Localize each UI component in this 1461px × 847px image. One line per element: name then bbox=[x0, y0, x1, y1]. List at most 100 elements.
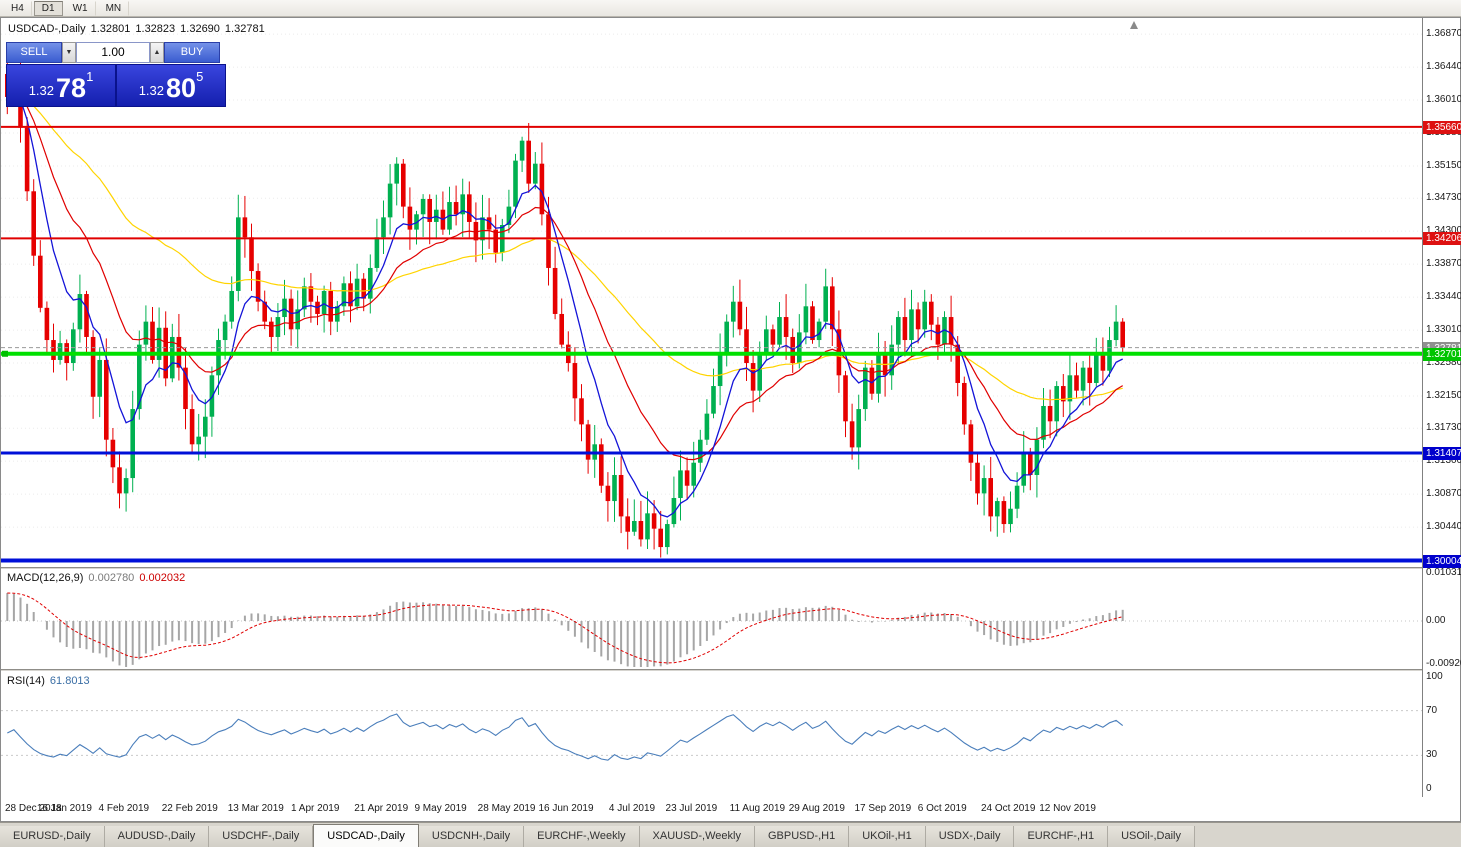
price-chart-svg bbox=[1, 21, 1422, 563]
buy-price-small: 1.32 bbox=[138, 83, 165, 98]
rsi-axis-tick: 70 bbox=[1426, 704, 1438, 716]
date-label: 9 May 2019 bbox=[414, 803, 467, 814]
timeframe-button-w1[interactable]: W1 bbox=[65, 0, 96, 16]
chart-tab-usdcad[interactable]: USDCAD-,Daily bbox=[313, 824, 419, 847]
one-click-trading-panel: SELL ▼ 1.00 ▲ BUY 1.32 78 1 1.32 80 5 bbox=[6, 42, 226, 107]
chart-tab-xauusd[interactable]: XAUUSD-,Weekly bbox=[639, 826, 755, 847]
chart-tab-usdx[interactable]: USDX-,Daily bbox=[925, 826, 1015, 847]
volume-input[interactable]: 1.00 bbox=[76, 42, 150, 63]
ohlc-close: 1.32781 bbox=[224, 23, 265, 35]
date-label: 23 Jul 2019 bbox=[665, 803, 718, 814]
price-line-label: 1.30004 bbox=[1423, 554, 1461, 568]
price-tick: 1.30870 bbox=[1426, 488, 1461, 500]
sell-price-big: 78 bbox=[56, 73, 87, 103]
date-label: 17 Sep 2019 bbox=[854, 803, 912, 814]
price-pane[interactable] bbox=[1, 18, 1422, 567]
price-tick: 1.30440 bbox=[1426, 521, 1461, 533]
timeframe-button-mn[interactable]: MN bbox=[98, 0, 130, 16]
price-tick: 1.31730 bbox=[1426, 422, 1461, 434]
sell-price-sup: 1 bbox=[86, 69, 94, 84]
price-tick: 1.36010 bbox=[1426, 94, 1461, 106]
chart-tab-eurchf[interactable]: EURCHF-,H1 bbox=[1014, 826, 1109, 847]
chart-tab-usdcnh[interactable]: USDCNH-,Daily bbox=[418, 826, 525, 847]
price-tick: 1.34730 bbox=[1426, 192, 1461, 204]
date-label: 24 Oct 2019 bbox=[980, 803, 1036, 814]
ohlc-high: 1.32823 bbox=[135, 23, 176, 35]
chart-tab-usoil[interactable]: USOil-,Daily bbox=[1108, 826, 1195, 847]
date-label: 12 Nov 2019 bbox=[1039, 803, 1096, 814]
volume-up-icon[interactable]: ▲ bbox=[150, 42, 164, 63]
date-axis: 28 Dec 2018 16 Jan 2019 4 Feb 2019 22 Feb 2… bbox=[1, 799, 1422, 821]
buy-price-big: 80 bbox=[166, 73, 197, 103]
price-tick: 1.32580 bbox=[1426, 357, 1461, 369]
date-label: 16 Jun 2019 bbox=[538, 803, 594, 814]
chart-window: 1.368701.364401.360101.355801.351501.347… bbox=[0, 17, 1461, 822]
price-line-label: 1.34206 bbox=[1423, 232, 1461, 246]
sell-button[interactable]: SELL bbox=[6, 42, 62, 63]
pane-splitter[interactable] bbox=[1, 669, 1460, 671]
ohlc-open: 1.32801 bbox=[90, 23, 131, 35]
sell-price-small: 1.32 bbox=[28, 83, 55, 98]
chart-tab-bar: EURUSD-,Daily AUDUSD-,Daily USDCHF-,Daily U… bbox=[0, 822, 1461, 847]
price-tick: 1.34300 bbox=[1426, 225, 1461, 237]
date-label: 22 Feb 2019 bbox=[161, 803, 218, 814]
price-line-label: 1.31407 bbox=[1423, 446, 1461, 460]
chart-tab-audusd[interactable]: AUDUSD-,Daily bbox=[104, 826, 210, 847]
pane-splitter[interactable] bbox=[1, 567, 1460, 569]
chart-tab-ukoil[interactable]: UKOil-,H1 bbox=[849, 826, 926, 847]
price-line-label: 1.35660 bbox=[1423, 120, 1461, 134]
date-label: 28 May 2019 bbox=[477, 803, 536, 814]
rsi-axis-tick: 100 bbox=[1426, 671, 1443, 682]
timeframe-toolbar: H4 D1 W1 MN bbox=[0, 0, 1461, 17]
timeframe-button-h4[interactable]: H4 bbox=[3, 0, 32, 16]
date-label: 13 Mar 2019 bbox=[227, 803, 284, 814]
macd-value: 0.002780 bbox=[88, 572, 135, 584]
date-label: 4 Jul 2019 bbox=[608, 803, 656, 814]
date-label: 1 Apr 2019 bbox=[291, 803, 340, 814]
date-label: 11 Aug 2019 bbox=[729, 803, 786, 814]
chart-tab-eurchf[interactable]: EURCHF-,Weekly bbox=[524, 826, 640, 847]
date-label: 4 Feb 2019 bbox=[98, 803, 150, 814]
chart-tab-usdchf[interactable]: USDCHF-,Daily bbox=[209, 826, 314, 847]
macd-chart-svg bbox=[1, 592, 1422, 667]
rsi-value: 61.8013 bbox=[49, 675, 90, 687]
date-label: 28 Dec 2018 bbox=[5, 803, 62, 814]
chart-tab-gbpusd[interactable]: GBPUSD-,H1 bbox=[754, 826, 850, 847]
rsi-label: RSI(14) 61.8013 bbox=[7, 675, 90, 687]
date-label: 21 Apr 2019 bbox=[354, 803, 409, 814]
buy-price-sup: 5 bbox=[196, 69, 204, 84]
price-tick: 1.33010 bbox=[1426, 324, 1461, 336]
buy-button[interactable]: BUY bbox=[164, 42, 220, 63]
volume-down-icon[interactable]: ▼ bbox=[62, 42, 76, 63]
rsi-chart-svg bbox=[1, 710, 1422, 761]
price-tick: 1.33440 bbox=[1426, 291, 1461, 303]
chart-title: USDCAD-,Daily 1.32801 1.32823 1.32690 1.3278… bbox=[8, 23, 270, 35]
macd-label: MACD(12,26,9) 0.002780 0.002032 bbox=[7, 572, 185, 584]
rsi-pane[interactable] bbox=[1, 671, 1422, 799]
date-label: 29 Aug 2019 bbox=[788, 803, 845, 814]
price-tick: 1.36870 bbox=[1426, 28, 1461, 40]
buy-quote[interactable]: 1.32 80 5 bbox=[117, 65, 225, 106]
macd-axis-tick: 0.010311 bbox=[1426, 566, 1461, 578]
macd-axis-tick: -0.00920 bbox=[1426, 657, 1461, 669]
macd-axis-tick: 0.00 bbox=[1426, 615, 1446, 626]
price-tick: 1.33870 bbox=[1426, 258, 1461, 270]
sell-quote[interactable]: 1.32 78 1 bbox=[7, 65, 117, 106]
rsi-name: RSI(14) bbox=[7, 675, 45, 687]
price-axis: 1.368701.364401.360101.355801.351501.347… bbox=[1422, 18, 1461, 797]
macd-signal-value: 0.002032 bbox=[139, 572, 186, 584]
price-tick: 1.35150 bbox=[1426, 159, 1461, 171]
timeframe-button-d1[interactable]: D1 bbox=[33, 0, 63, 16]
date-label: 16 Jan 2019 bbox=[36, 803, 92, 814]
price-tick: 1.36440 bbox=[1426, 61, 1461, 73]
rsi-axis-tick: 0 bbox=[1426, 783, 1432, 794]
date-label: 6 Oct 2019 bbox=[917, 803, 967, 814]
macd-name: MACD(12,26,9) bbox=[7, 572, 84, 584]
ohlc-low: 1.32690 bbox=[180, 23, 220, 35]
price-tick: 1.31300 bbox=[1426, 455, 1461, 467]
price-tick: 1.32150 bbox=[1426, 390, 1461, 401]
chart-tab-eurusd[interactable]: EURUSD-,Daily bbox=[0, 826, 105, 847]
macd-pane[interactable] bbox=[1, 569, 1422, 669]
price-line-label: 1.32701 bbox=[1423, 347, 1461, 361]
